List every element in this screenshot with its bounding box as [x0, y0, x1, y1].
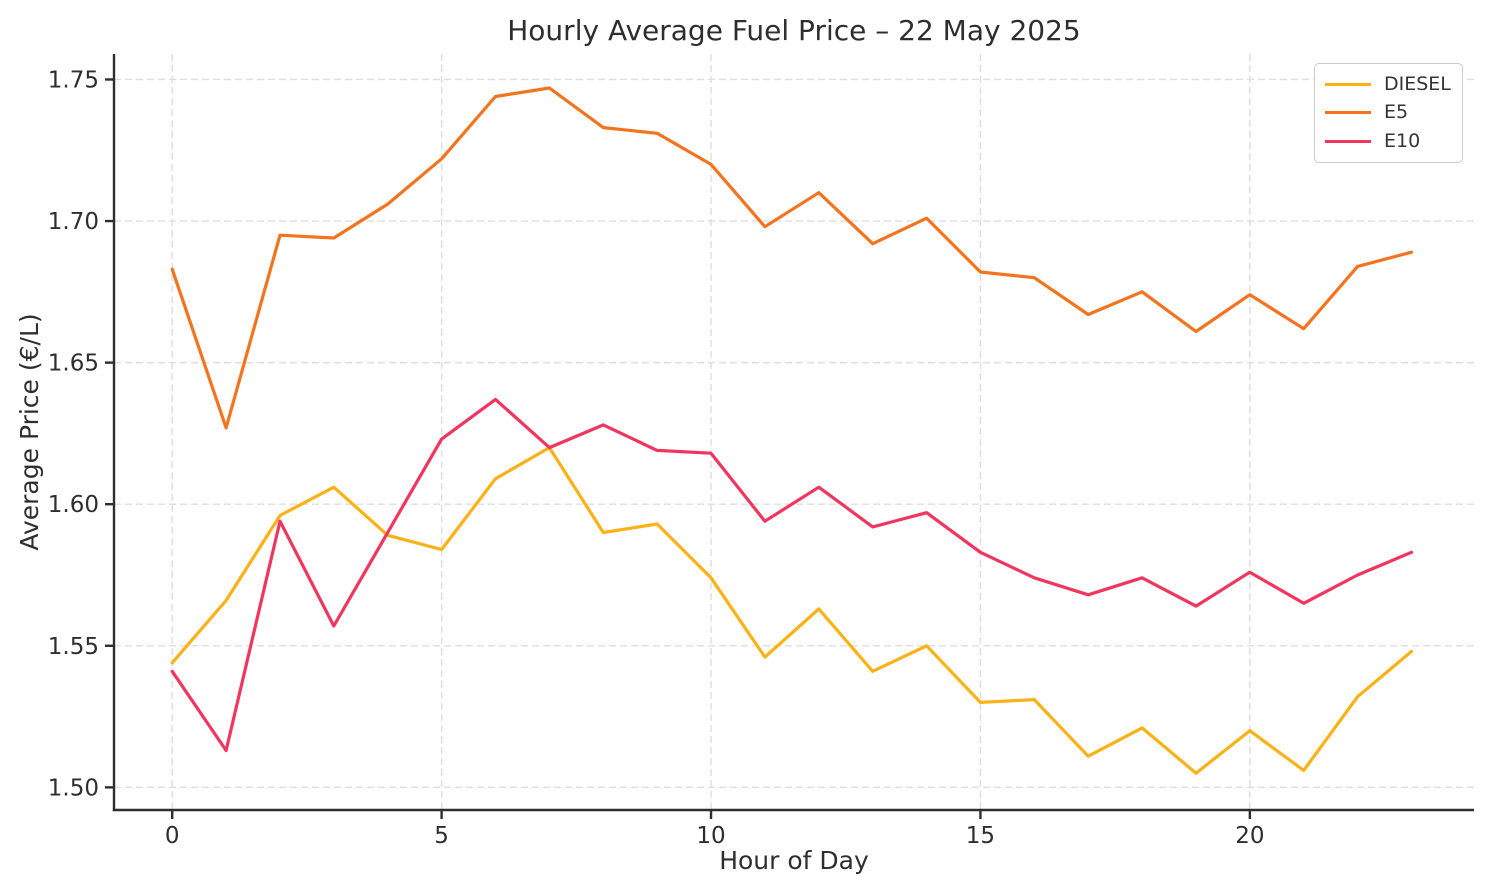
legend-item-e5: E5	[1325, 103, 1452, 122]
legend-item-e10: E10	[1325, 132, 1452, 151]
y-tick-label: 1.55	[48, 634, 99, 660]
series-layer	[170, 86, 1414, 775]
y-tick-label: 1.75	[48, 67, 99, 93]
x-tick-label: 10	[696, 823, 725, 849]
grid-layer	[114, 54, 1474, 810]
series-line-e10	[170, 397, 1414, 753]
chart-title: Hourly Average Fuel Price – 22 May 2025	[507, 14, 1080, 47]
diesel-line-swatch	[1325, 82, 1371, 86]
e10-line-swatch	[1325, 140, 1371, 144]
series-line-diesel	[170, 446, 1414, 775]
y-axis-label: Average Price (€/L)	[15, 313, 44, 550]
legend-item-diesel: DIESEL	[1325, 72, 1452, 95]
x-tick-label: 5	[434, 823, 449, 849]
ticklabel-layer: 1.50 1.55 1.60 1.65 1.70 1.75 0 5 10 15 20	[48, 67, 1265, 849]
y-tick-label: 1.50	[48, 775, 99, 801]
x-tick-label: 0	[165, 823, 180, 849]
y-tick-label: 1.65	[48, 351, 99, 377]
x-axis-label: Hour of Day	[719, 846, 869, 875]
y-tick-label: 1.60	[48, 492, 99, 518]
y-tick-label: 1.70	[48, 209, 99, 235]
e5-line-swatch	[1325, 111, 1371, 115]
legend-label-e5: E5	[1384, 101, 1409, 124]
x-tick-label: 20	[1235, 823, 1264, 849]
axes-layer	[105, 54, 1474, 819]
legend-label-e10: E10	[1384, 130, 1421, 153]
chart-legend: DIESEL E5 E10	[1314, 63, 1463, 163]
legend-label-diesel: DIESEL	[1384, 72, 1451, 95]
series-line-e5	[170, 86, 1414, 430]
x-tick-label: 15	[966, 823, 995, 849]
